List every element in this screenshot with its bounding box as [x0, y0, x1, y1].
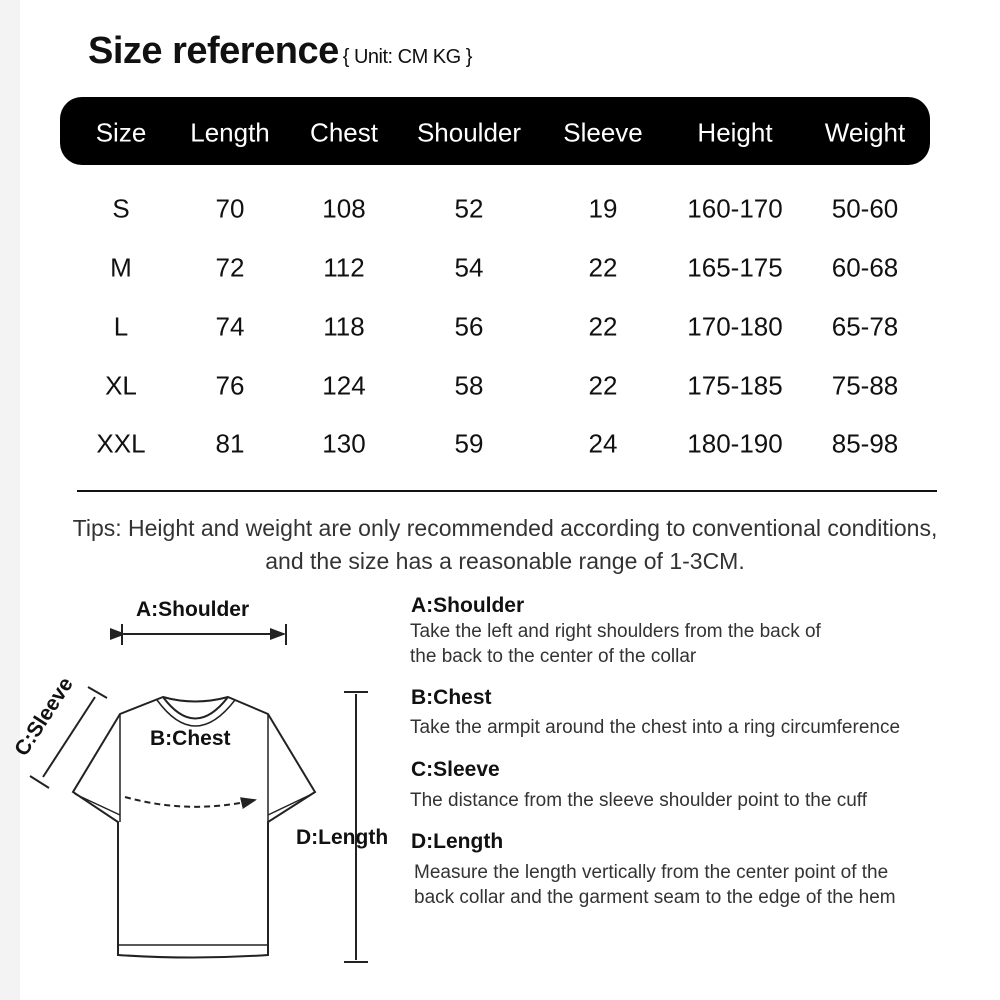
- legend-shoulder-text: Take the left and right shoulders from t…: [410, 621, 821, 667]
- header-shoulder: Shoulder: [416, 117, 522, 148]
- table-cell: 59: [454, 428, 484, 459]
- diagram-shoulder-label: A:Shoulder: [136, 598, 250, 621]
- table-cell: 58: [454, 370, 484, 401]
- table-cell: L: [113, 311, 129, 342]
- tshirt-outline: [71, 695, 317, 959]
- table-cell: 22: [588, 370, 618, 401]
- title-text: Size reference: [88, 30, 339, 72]
- table-cell: 22: [588, 252, 618, 283]
- table-cell: 124: [322, 370, 366, 401]
- legend-length-text: Measure the length vertically from the c…: [414, 862, 896, 908]
- diagram-chest-label: B:Chest: [150, 727, 231, 750]
- page-title: Size reference{ Unit: CM KG }: [88, 30, 472, 73]
- legend-length-title: D:Length: [411, 830, 504, 853]
- sleeve-measure: [29, 686, 108, 789]
- table-cell: 112: [323, 252, 365, 283]
- chest-arrow: [124, 796, 257, 809]
- header-chest: Chest: [310, 117, 378, 148]
- tips-text: Tips: Height and weight are only recomme…: [72, 515, 938, 574]
- header-length: Length: [190, 117, 270, 148]
- table-cell: 85-98: [831, 428, 899, 459]
- table-cell: 72: [215, 252, 245, 283]
- legend-chest-title: B:Chest: [411, 686, 492, 709]
- table-cell: M: [110, 252, 132, 283]
- legend-shoulder-title: A:Shoulder: [411, 594, 525, 617]
- table-cell: 160-170: [687, 193, 783, 224]
- table-cell: XL: [105, 370, 137, 401]
- header-weight: Weight: [824, 117, 906, 148]
- table-cell: 175-185: [687, 370, 783, 401]
- table-cell: 56: [454, 311, 484, 342]
- table-cell: 81: [215, 428, 245, 459]
- table-cell: 130: [322, 428, 366, 459]
- table-cell: 118: [323, 311, 365, 342]
- table-cell: 165-175: [687, 252, 783, 283]
- table-cell: 54: [454, 252, 484, 283]
- left-margin-strip: [0, 0, 20, 1000]
- table-cell: 76: [215, 370, 245, 401]
- table-cell: 75-88: [831, 370, 899, 401]
- header-sleeve: Sleeve: [563, 117, 643, 148]
- unit-label: { Unit: CM KG }: [342, 46, 473, 68]
- table-cell: 180-190: [687, 428, 783, 459]
- table-cell: 108: [322, 193, 366, 224]
- diagram-length-label: D:Length: [296, 826, 389, 849]
- legend-sleeve-text: The distance from the sleeve shoulder po…: [410, 790, 867, 811]
- legend-sleeve-title: C:Sleeve: [411, 758, 500, 781]
- divider: [77, 490, 937, 492]
- table-cell: S: [112, 193, 130, 224]
- table-header: Size Length Chest Shoulder Sleeve Height Weigh…: [60, 97, 930, 165]
- table-cell: 60-68: [831, 252, 899, 283]
- header-size: Size: [95, 117, 147, 148]
- table-cell: 50-60: [831, 193, 899, 224]
- legend-chest-text: Take the armpit around the chest into a …: [410, 717, 901, 738]
- table-cell: 24: [588, 428, 618, 459]
- header-height: Height: [697, 117, 773, 148]
- table-cell: 52: [454, 193, 484, 224]
- table-cell: 74: [215, 311, 245, 342]
- shoulder-measure: [110, 624, 287, 645]
- table-cell: 19: [588, 193, 618, 224]
- table-cell: 170-180: [687, 311, 783, 342]
- table-cell: XXL: [96, 428, 146, 459]
- table-cell: 70: [215, 193, 245, 224]
- table-cell: 22: [588, 311, 618, 342]
- length-measure: [344, 691, 368, 963]
- table-cell: 65-78: [831, 311, 899, 342]
